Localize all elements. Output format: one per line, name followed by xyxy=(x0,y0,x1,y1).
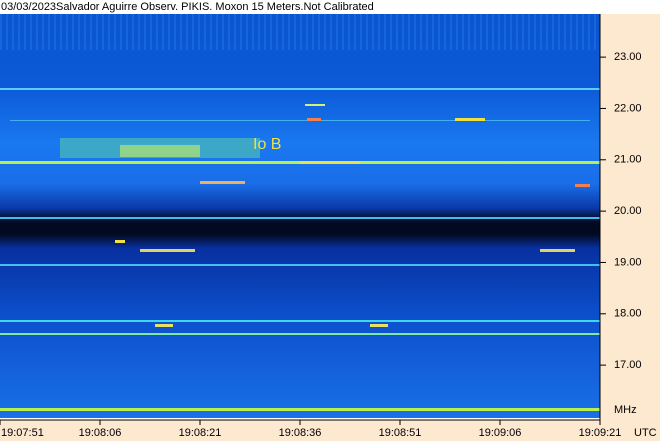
y-axis-label: MHz xyxy=(614,404,637,416)
title-bar xyxy=(0,0,660,14)
annotation: Io B xyxy=(253,136,281,153)
y-tick-label: 23.00 xyxy=(614,51,642,63)
y-tick-label: 18.00 xyxy=(614,308,642,320)
x-tick-label: 19:08:06 xyxy=(79,427,122,439)
y-tick-label: 21.00 xyxy=(614,154,642,166)
x-tick-label: 19:07:51 xyxy=(1,427,44,439)
y-tick-label: 17.00 xyxy=(614,359,642,371)
y-tick-label: 20.00 xyxy=(614,205,642,217)
chart-title: 03/03/2023Salvador Aguirre Observ. PIKIS… xyxy=(1,1,374,13)
y-tick-label: 22.00 xyxy=(614,102,642,114)
x-tick-label: 19:08:51 xyxy=(379,427,422,439)
spectrogram xyxy=(0,14,600,418)
emission-lines xyxy=(0,88,600,411)
x-axis-label: UTC xyxy=(634,427,657,439)
y-tick-label: 19.00 xyxy=(614,256,642,268)
striations xyxy=(0,14,600,50)
x-tick-label: 19:09:21 xyxy=(579,427,622,439)
x-tick-label: 19:09:06 xyxy=(479,427,522,439)
x-axis-panel xyxy=(0,420,660,441)
x-tick-label: 19:08:36 xyxy=(279,427,322,439)
y-axis-panel xyxy=(600,14,660,420)
x-tick-label: 19:08:21 xyxy=(179,427,222,439)
